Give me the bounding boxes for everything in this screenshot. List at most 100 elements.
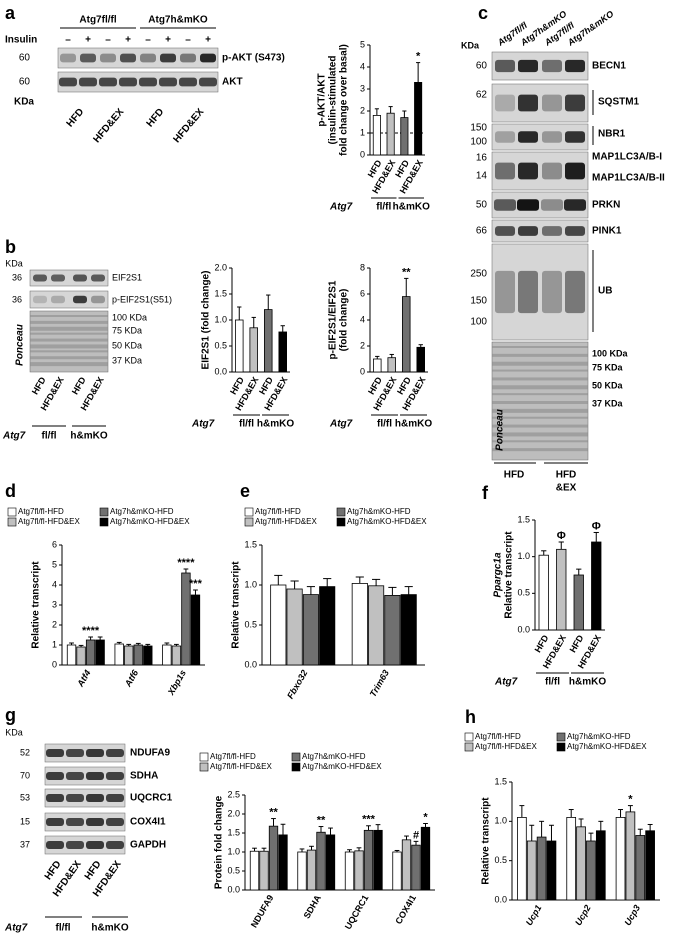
blot-band [542,162,562,180]
blot-band [99,77,117,87]
bar [372,115,381,156]
kda-marker: 37 [20,839,30,849]
legend-label: Atg7fl/fl-HFD [255,507,301,516]
blot [44,788,126,808]
legend-swatch [7,517,17,527]
condition: &EX [556,483,577,494]
y-axis-label: p-AKT/AKT [317,73,328,126]
bar [420,826,431,891]
blot-band [51,274,65,282]
blot-band [495,59,515,73]
ponceau-band [30,338,108,342]
bar [368,585,385,666]
ponceau-marker: 50 KDa [112,340,142,350]
panel-letter: g [5,705,16,725]
blot-band [518,131,538,143]
kda-marker: 250 [470,269,487,280]
ponceau-marker: 50 KDa [592,380,624,390]
bar [401,296,411,373]
bar [526,840,537,901]
legend-swatch [336,507,346,517]
blot [29,269,109,287]
protein-name: SQSTM1 [598,97,640,108]
legend-swatch [244,517,254,527]
panel-letter: a [5,3,16,23]
legend-swatch [99,517,109,527]
protein-name: UB [598,286,612,297]
y-tick-label: 2 [52,619,57,629]
bar [414,82,423,156]
y-tick-label: 0 [360,149,365,159]
annotation: **** [177,557,195,569]
blot-band [542,270,562,314]
group-label: fl/fl [545,677,560,688]
blot-band [100,53,116,63]
blot [491,219,589,243]
kda-marker: 100 [470,317,487,328]
ponceau-marker: 100 KDa [592,348,629,358]
legend-swatch [556,742,566,752]
kda-marker: 60 [476,61,488,72]
legend-label: Atg7fl/fl-HFD [18,507,64,516]
bar [536,836,547,901]
blot-band [179,77,197,87]
bar [517,817,527,901]
bar [635,835,646,901]
ponceau-band [492,416,588,419]
legend-label: Atg7h&mKO-HFD&EX [347,517,427,526]
kda-marker: 36 [12,272,22,282]
blot-band [495,131,515,143]
bar [190,594,201,666]
legend-swatch [199,752,209,762]
ponceau-band [492,377,588,381]
blot-band [565,162,585,180]
group-label: h&mKO [257,419,294,430]
blot-band [140,53,156,63]
annotation: ** [317,814,326,826]
bar [351,583,368,666]
kda-marker: 60 [19,77,31,88]
bar [586,840,596,901]
condition: HFD [556,470,577,481]
blot-band [200,53,216,63]
bar [95,639,105,666]
blot-band [106,794,124,802]
y-tick-label: 0.0 [214,366,227,376]
bar [76,646,86,666]
y-tick-label: 1.0 [227,846,240,856]
y-tick-label: 2 [360,340,365,350]
ponceau-band [30,326,108,331]
blot-band [106,749,124,757]
bar [400,117,409,156]
bar [573,574,584,631]
protein-name: NDUFA9 [130,748,170,759]
protein-name: p-AKT (S473) [222,53,285,64]
ponceau-band [492,353,588,357]
ponceau-band [492,432,588,437]
group-label: fl/fl [377,419,392,430]
annotation: ** [402,266,411,278]
y-tick-label: 8 [360,262,365,272]
legend-label: Atg7fl/fl-HFD&EX [18,517,80,526]
y-tick-label: 6 [52,539,57,549]
insulin-sign: + [165,35,171,46]
legend-swatch [556,732,566,742]
bar [85,639,96,666]
condition: HFD [504,470,525,481]
y-tick-label: 3 [360,83,365,93]
ponceau-band [30,356,108,360]
y-tick-label: 1 [52,639,57,649]
bar [401,839,412,891]
bar [66,644,77,666]
y-tick-label: 1.5 [214,288,227,298]
bar [372,358,382,373]
blot-band [46,818,64,826]
bar [546,840,557,901]
bar [576,826,586,901]
bar [263,309,273,373]
blot [44,812,126,832]
blot-band [86,749,104,757]
blot-band [565,270,585,314]
blot-band [120,53,136,63]
kda-label: KDa [5,727,23,737]
